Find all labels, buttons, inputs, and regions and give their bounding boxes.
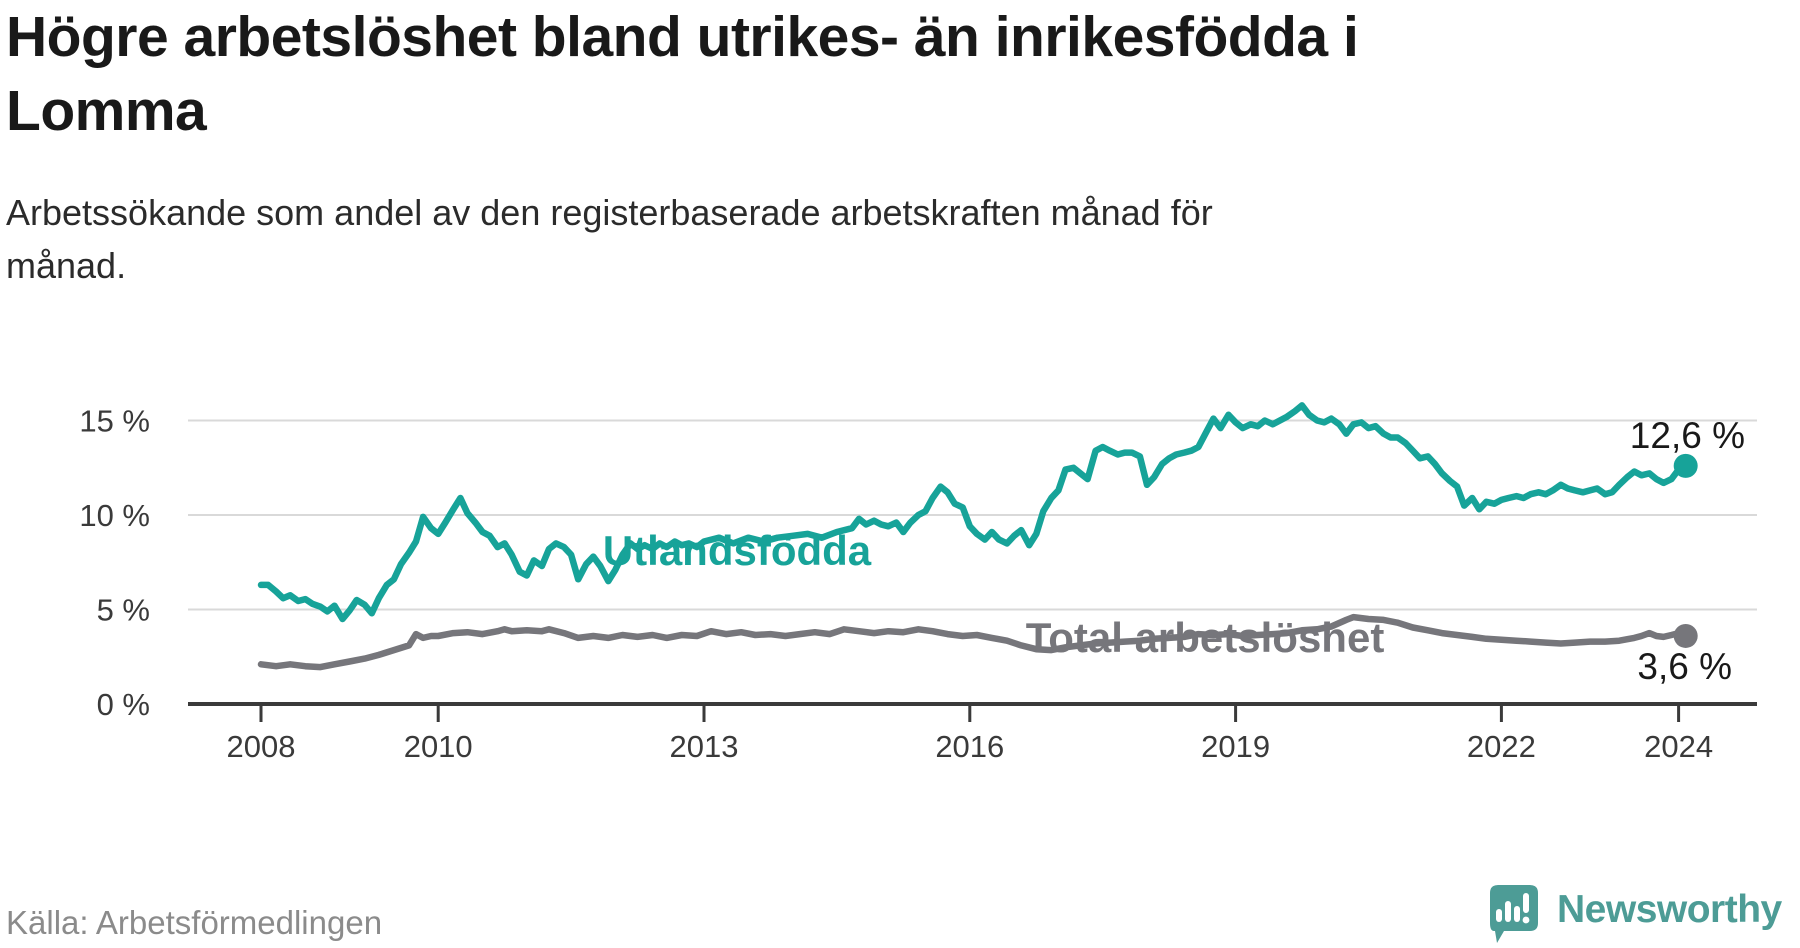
y-tick-label-5: 5 % <box>97 593 150 628</box>
y-tick-label-10: 10 % <box>79 498 150 533</box>
x-tick-label-2022: 2022 <box>1467 729 1536 764</box>
brand-name: Newsworthy <box>1557 888 1782 931</box>
newsworthy-logo: Newsworthy <box>1488 882 1782 948</box>
x-tick-label-2016: 2016 <box>935 729 1004 764</box>
y-tick-label-15: 15 % <box>79 404 150 439</box>
series-line-total <box>257 613 1689 671</box>
x-tick-label-2010: 2010 <box>404 729 473 764</box>
series-label-utlandsfodda: Utlandsfödda <box>603 527 872 574</box>
end-dot-total <box>1673 623 1698 648</box>
end-label-total: 3,6 % <box>1637 646 1732 687</box>
end-dot-utlandsfodda <box>1673 453 1698 478</box>
subtitle-line-2: månad. <box>6 245 127 286</box>
newsworthy-logo-icon <box>1490 885 1538 943</box>
title-line-1: Högre arbetslöshet bland utrikes- än inr… <box>6 5 1359 69</box>
end-label-utlandsfodda: 12,6 % <box>1630 415 1745 456</box>
page-title: Högre arbetslöshet bland utrikes- än inr… <box>6 0 1359 148</box>
subtitle-line-1: Arbetssökande som andel av den registerb… <box>6 192 1213 233</box>
x-tick-label-2024: 2024 <box>1644 729 1713 764</box>
series-label-total: Total arbetslöshet <box>1026 614 1385 661</box>
source-note: Källa: Arbetsförmedlingen <box>6 904 383 941</box>
x-tick-label-2019: 2019 <box>1201 729 1270 764</box>
y-tick-label-0: 0 % <box>97 687 150 722</box>
title-line-2: Lomma <box>6 79 207 143</box>
x-tick-label-2013: 2013 <box>670 729 739 764</box>
chart-subtitle: Arbetssökande som andel av den registerb… <box>6 186 1213 292</box>
x-tick-label-2008: 2008 <box>227 729 296 764</box>
series-line-utlandsfodda <box>257 402 1689 623</box>
